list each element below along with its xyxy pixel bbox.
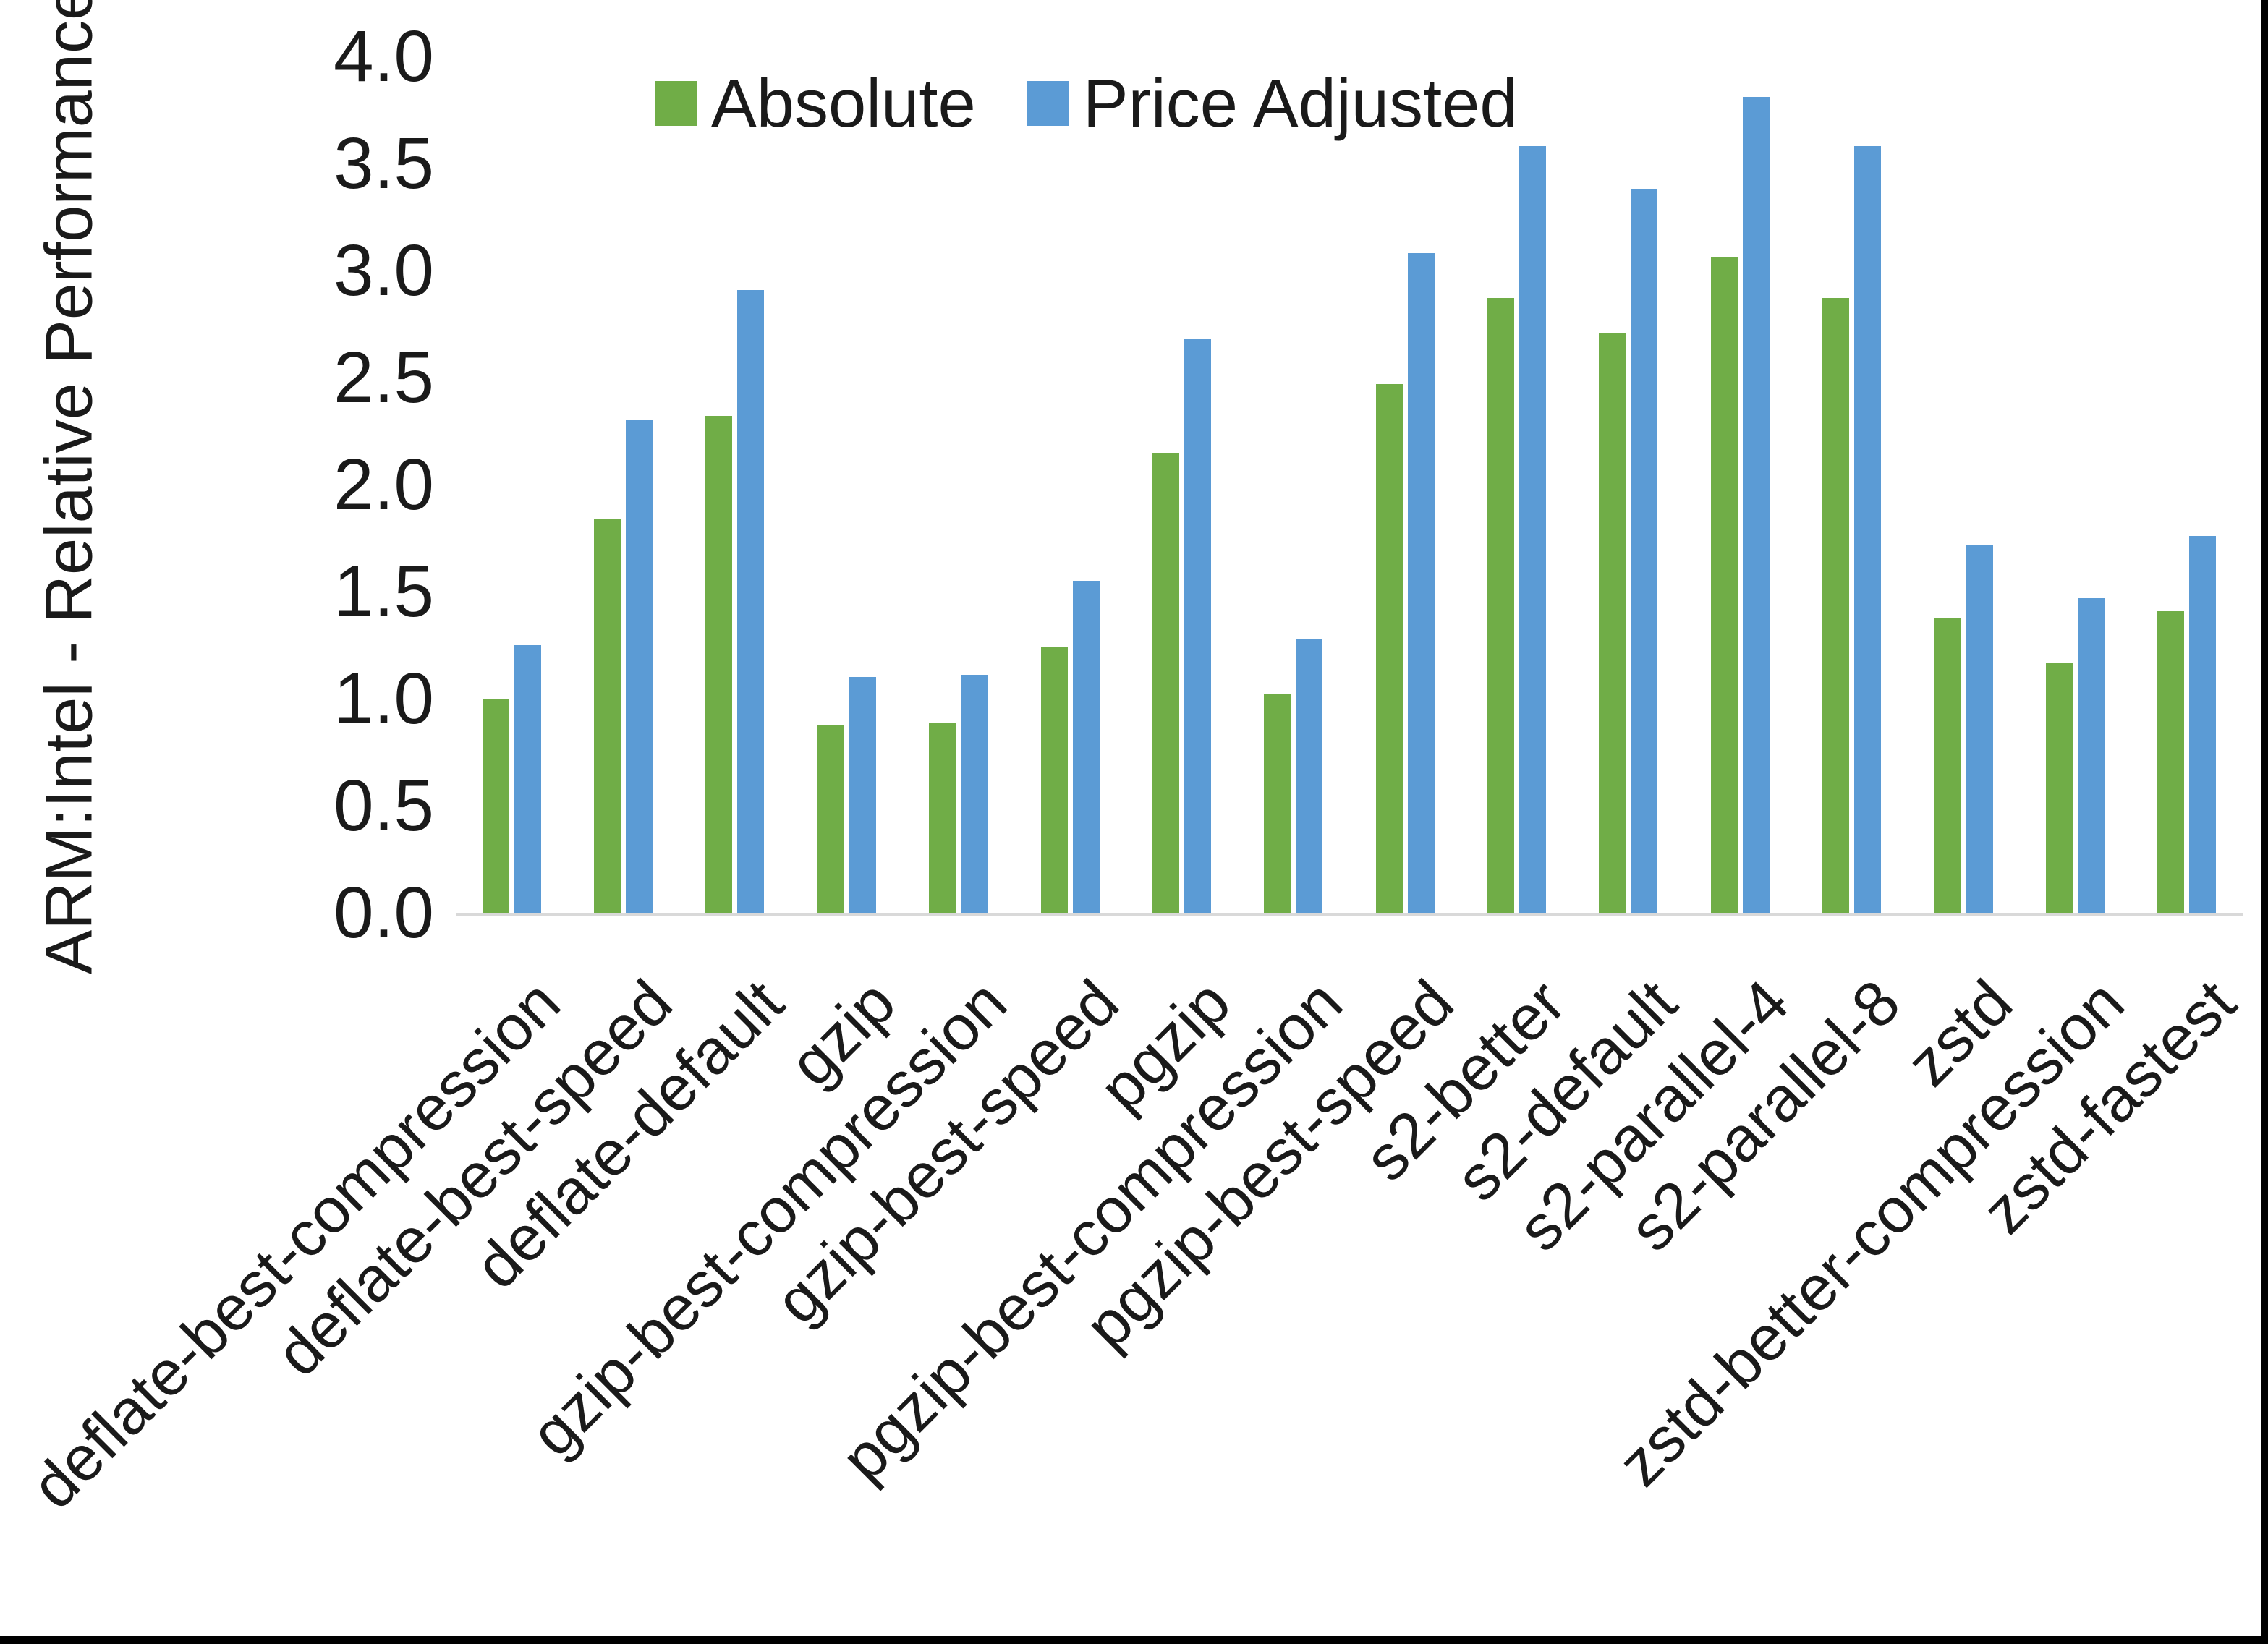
bar-price-adjusted-pgzip [1184, 339, 1211, 913]
legend: Absolute Price Adjusted [655, 69, 1518, 137]
bar-price-adjusted-gzip [849, 677, 876, 913]
y-tick-label: 3.0 [333, 230, 434, 311]
legend-label-absolute: Absolute [711, 65, 976, 141]
bar-absolute-s2-parallel-4 [1711, 257, 1738, 913]
y-tick-label: 1.0 [333, 658, 434, 739]
legend-item-absolute: Absolute [655, 69, 976, 137]
bar-price-adjusted-gzip-best-speed [1073, 581, 1100, 913]
bar-absolute-pgzip-best-speed [1376, 384, 1403, 913]
bar-price-adjusted-s2-parallel-8 [1854, 146, 1881, 913]
bar-price-adjusted-deflate-best-compression [514, 645, 541, 913]
y-tick-label: 3.5 [333, 123, 434, 204]
y-axis-title: ARM:Intel - Relative Performance [32, 0, 106, 975]
bar-price-adjusted-zstd-fastest [2189, 536, 2216, 913]
bar-price-adjusted-deflate-default [737, 290, 764, 913]
bar-absolute-pgzip [1152, 453, 1179, 913]
legend-swatch-absolute-icon [655, 81, 697, 126]
y-tick-label: 1.5 [333, 551, 434, 632]
bar-absolute-gzip [817, 725, 844, 913]
bar-absolute-gzip-best-compression [929, 723, 956, 913]
bar-price-adjusted-s2-default [1631, 189, 1657, 913]
bar-absolute-pgzip-best-compression [1264, 694, 1291, 913]
bar-absolute-deflate-default [705, 416, 732, 913]
bar-absolute-zstd-better-compression [2046, 663, 2073, 913]
bar-price-adjusted-s2-parallel-4 [1743, 97, 1770, 913]
bar-absolute-zstd [1934, 618, 1961, 913]
screenshot-border-right [2261, 0, 2268, 1644]
y-tick-label: 2.5 [333, 337, 434, 418]
bar-price-adjusted-deflate-best-speed [626, 420, 653, 913]
y-tick-label: 0.0 [333, 872, 434, 953]
bar-price-adjusted-zstd [1966, 545, 1993, 913]
bar-price-adjusted-s2-better [1519, 146, 1546, 913]
bar-absolute-s2-default [1599, 333, 1626, 913]
legend-label-price-adjusted: Price Adjusted [1082, 65, 1518, 141]
y-tick-label: 4.0 [333, 16, 434, 97]
screenshot-border-bottom [0, 1636, 2268, 1644]
bar-price-adjusted-gzip-best-compression [961, 675, 988, 913]
bar-absolute-deflate-best-compression [483, 699, 509, 913]
bar-absolute-s2-better [1487, 298, 1514, 913]
bar-price-adjusted-pgzip-best-speed [1408, 253, 1435, 913]
bar-absolute-gzip-best-speed [1041, 647, 1068, 913]
bar-price-adjusted-pgzip-best-compression [1296, 639, 1322, 913]
bar-price-adjusted-zstd-better-compression [2078, 598, 2105, 913]
bar-absolute-deflate-best-speed [594, 519, 621, 913]
legend-swatch-price-adjusted-icon [1026, 81, 1069, 126]
legend-item-price-adjusted: Price Adjusted [1026, 65, 1518, 141]
bar-absolute-zstd-fastest [2157, 611, 2184, 913]
bar-absolute-s2-parallel-8 [1822, 298, 1849, 913]
x-axis-line [456, 913, 2243, 916]
y-tick-label: 2.0 [333, 444, 434, 525]
y-tick-label: 0.5 [333, 765, 434, 846]
